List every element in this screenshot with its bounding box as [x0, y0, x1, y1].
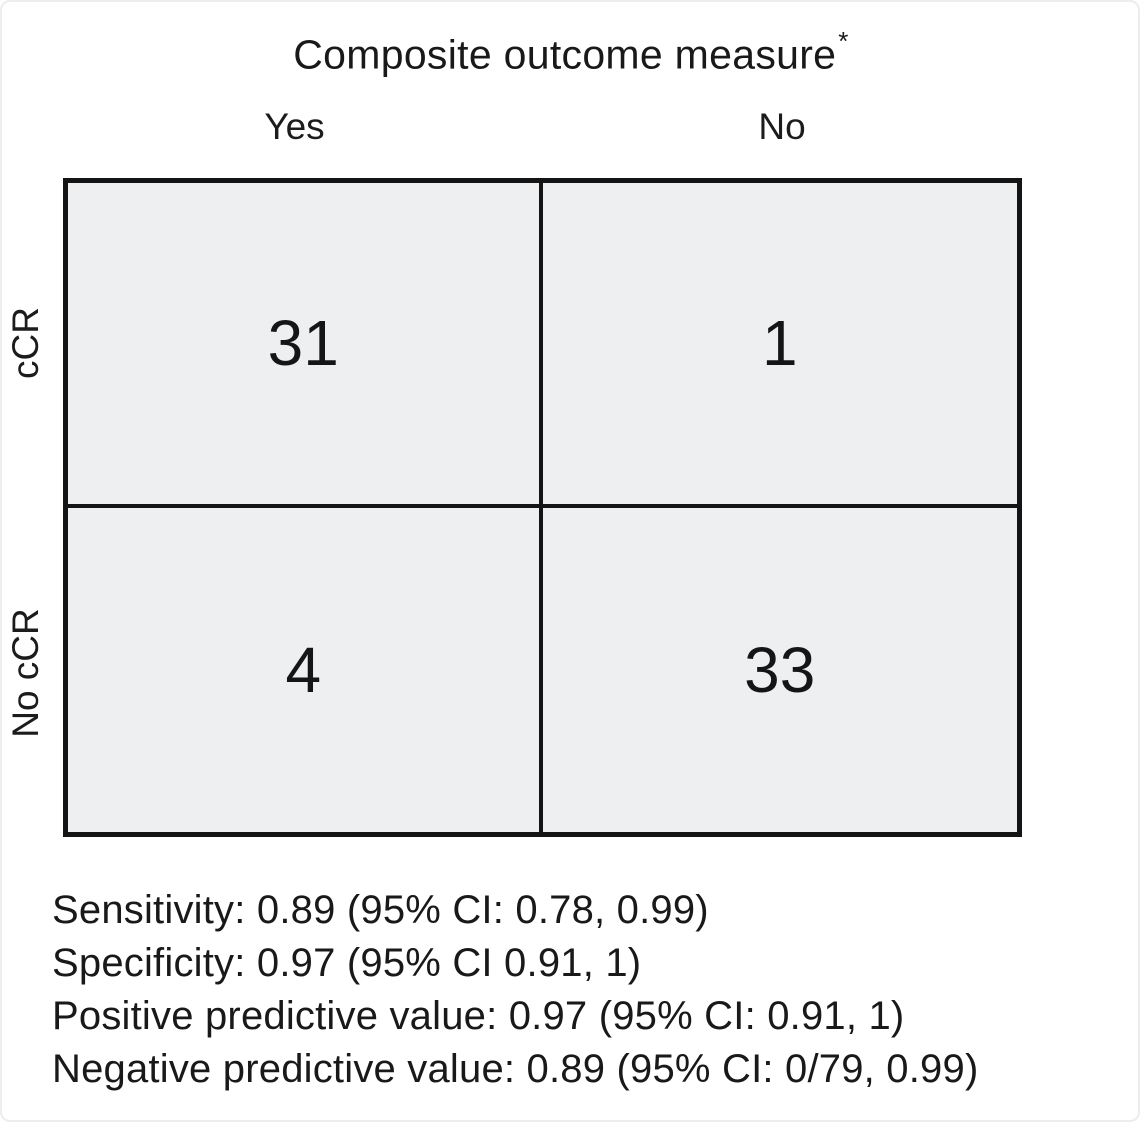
figure-title: Composite outcome measure* — [0, 26, 1140, 79]
matrix-cell-true-positive: 31 — [68, 183, 543, 508]
row-header-no-ccr: No cCR — [0, 508, 52, 837]
title-asterisk: * — [838, 26, 849, 56]
stat-positive-predictive-value: Positive predictive value: 0.97 (95% CI:… — [52, 994, 905, 1038]
stat-negative-predictive-value: Negative predictive value: 0.89 (95% CI:… — [52, 1047, 979, 1091]
stat-specificity: Specificity: 0.97 (95% CI 0.91, 1) — [52, 941, 642, 985]
column-header-no: No — [758, 106, 806, 147]
statistics-block: Sensitivity: 0.89 (95% CI: 0.78, 0.99) S… — [52, 884, 978, 1096]
figure-title-text: Composite outcome measure — [293, 31, 837, 78]
row-header-ccr-label: cCR — [5, 307, 47, 379]
confusion-matrix: 31 1 4 33 — [63, 178, 1022, 837]
matrix-cell-false-positive: 1 — [542, 183, 1017, 508]
matrix-cell-false-negative: 4 — [68, 507, 543, 832]
stat-sensitivity: Sensitivity: 0.89 (95% CI: 0.78, 0.99) — [52, 888, 709, 932]
matrix-cell-true-negative: 33 — [542, 507, 1017, 832]
row-header-no-ccr-label: No cCR — [5, 607, 46, 738]
row-header-ccr: cCR — [0, 178, 52, 508]
column-header-yes: Yes — [264, 106, 325, 147]
